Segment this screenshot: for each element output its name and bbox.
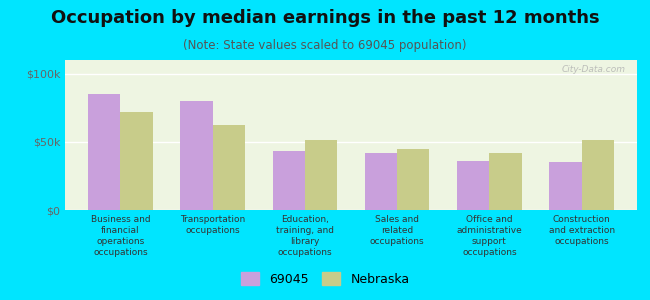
Bar — [180, 101, 213, 210]
Bar — [582, 140, 614, 210]
Bar — [397, 148, 430, 210]
Bar — [120, 112, 153, 210]
Legend: 69045, Nebraska: 69045, Nebraska — [235, 267, 415, 291]
Bar — [365, 153, 397, 210]
Bar — [457, 161, 489, 210]
Text: Occupation by median earnings in the past 12 months: Occupation by median earnings in the pas… — [51, 9, 599, 27]
Bar — [213, 125, 245, 210]
Bar — [272, 152, 305, 210]
Bar — [549, 162, 582, 210]
Bar — [305, 140, 337, 210]
Bar — [88, 94, 120, 210]
Bar — [489, 153, 522, 210]
Text: (Note: State values scaled to 69045 population): (Note: State values scaled to 69045 popu… — [183, 39, 467, 52]
Text: City-Data.com: City-Data.com — [562, 64, 625, 74]
